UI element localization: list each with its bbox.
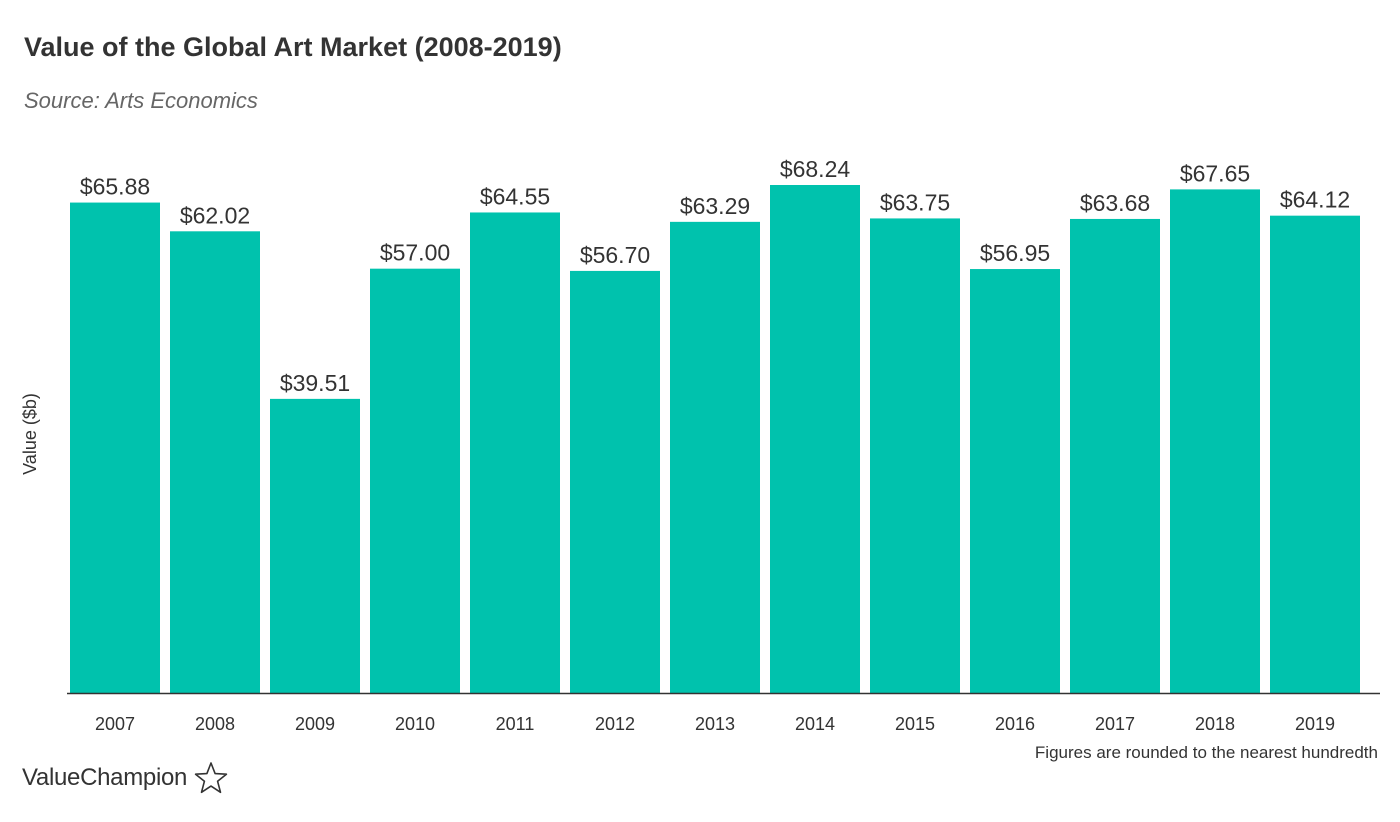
bar-2013 bbox=[670, 221, 760, 693]
brand-logo: ValueChampion bbox=[22, 760, 229, 796]
data-label-2015: $63.75 bbox=[880, 189, 950, 215]
bar-2007 bbox=[70, 202, 160, 693]
y-axis-label: Value ($b) bbox=[20, 393, 40, 475]
x-tick-label-2011: 2011 bbox=[496, 714, 535, 734]
data-label-2016: $56.95 bbox=[980, 240, 1050, 266]
bar-2010 bbox=[370, 268, 460, 693]
data-labels-layer: $65.88 $62.02 $39.51 $57.00 $64.55 $56.70 $63.… bbox=[80, 156, 1350, 396]
x-tick-label-2015: 2015 bbox=[895, 714, 935, 734]
data-label-2008: $62.02 bbox=[180, 202, 250, 228]
x-tick-label-2019: 2019 bbox=[1295, 714, 1335, 734]
chart-subtitle: Source: Arts Economics bbox=[24, 88, 258, 113]
data-label-2013: $63.29 bbox=[680, 193, 750, 219]
bar-2016 bbox=[970, 269, 1060, 693]
x-tick-label-2008: 2008 bbox=[195, 714, 235, 734]
star-outline-icon bbox=[194, 762, 228, 794]
data-label-2019: $64.12 bbox=[1280, 187, 1350, 213]
bar-2014 bbox=[770, 185, 860, 693]
bar-2009 bbox=[270, 398, 360, 693]
data-label-2010: $57.00 bbox=[380, 240, 450, 266]
data-label-2018: $67.65 bbox=[1180, 160, 1250, 186]
x-tick-label-2010: 2010 bbox=[395, 714, 435, 734]
bar-2017 bbox=[1070, 218, 1160, 693]
bar-2018 bbox=[1170, 189, 1260, 693]
bar-2012 bbox=[570, 270, 660, 693]
bar-2019 bbox=[1270, 215, 1360, 693]
x-tick-label-2013: 2013 bbox=[695, 714, 735, 734]
brand-name: ValueChampion bbox=[22, 764, 188, 791]
data-label-2011: $64.55 bbox=[480, 183, 550, 209]
chart-title: Value of the Global Art Market (2008-201… bbox=[24, 32, 562, 62]
bar-2015 bbox=[870, 218, 960, 693]
x-tick-label-2014: 2014 bbox=[795, 714, 835, 734]
x-tick-label-2009: 2009 bbox=[295, 714, 335, 734]
x-tick-label-2016: 2016 bbox=[995, 714, 1035, 734]
data-label-2012: $56.70 bbox=[580, 242, 650, 268]
x-tick-label-2007: 2007 bbox=[95, 714, 135, 734]
data-label-2017: $63.68 bbox=[1080, 190, 1150, 216]
data-label-2007: $65.88 bbox=[80, 174, 150, 200]
bar-2011 bbox=[470, 212, 560, 693]
x-tick-label-2018: 2018 bbox=[1195, 714, 1235, 734]
x-tick-labels-layer: 2007 2008 2009 2010 2011 2012 2013 2014 2015 2016… bbox=[95, 714, 1335, 734]
bars-layer bbox=[70, 185, 1360, 693]
bar-2008 bbox=[170, 231, 260, 693]
rounding-footnote: Figures are rounded to the nearest hundr… bbox=[1034, 743, 1378, 762]
x-tick-label-2012: 2012 bbox=[595, 714, 635, 734]
data-label-2009: $39.51 bbox=[280, 370, 350, 396]
x-tick-label-2017: 2017 bbox=[1095, 714, 1135, 734]
data-label-2014: $68.24 bbox=[780, 156, 851, 182]
